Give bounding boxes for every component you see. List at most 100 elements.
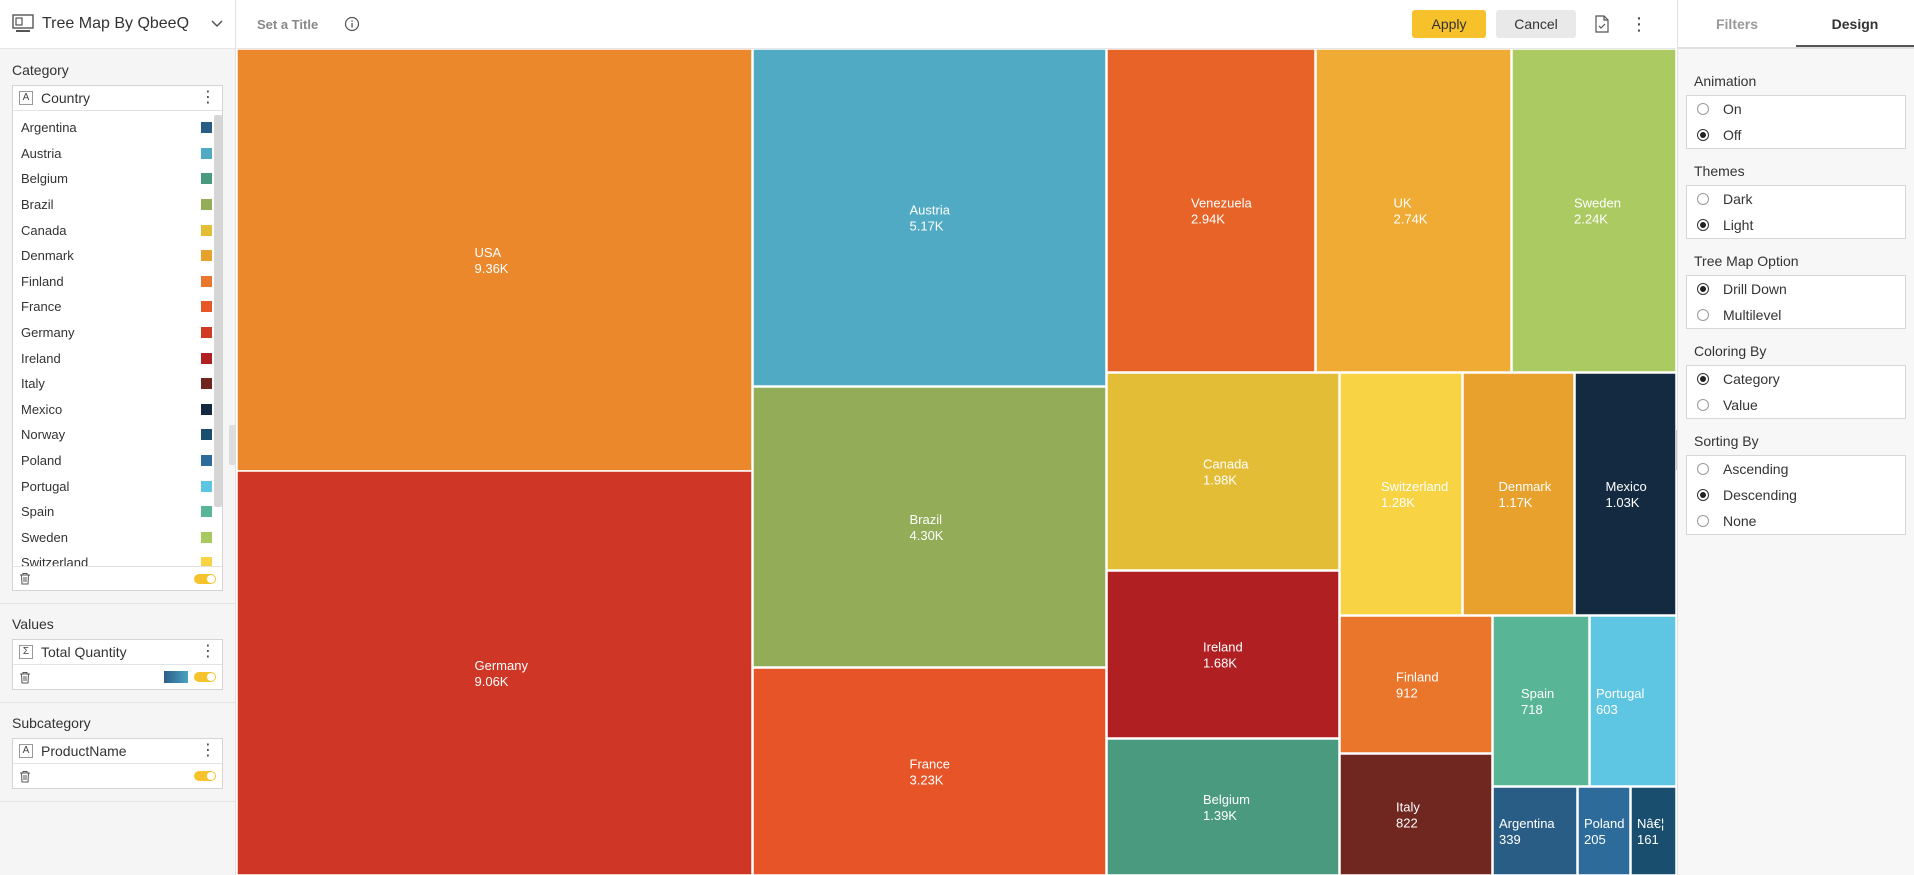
- treemap-tile-rect[interactable]: [1511, 49, 1676, 373]
- more-options-icon[interactable]: ⋮: [200, 643, 216, 660]
- category-list-item[interactable]: Mexico: [13, 397, 222, 423]
- more-options-icon[interactable]: ⋮: [200, 89, 216, 106]
- radio-unselected-icon[interactable]: [1697, 463, 1709, 475]
- color-swatch[interactable]: [201, 250, 212, 262]
- treemap-tile-rect[interactable]: [752, 386, 1107, 668]
- treemap-tile-rect[interactable]: [752, 667, 1107, 875]
- treemap-tile-rect[interactable]: [237, 470, 753, 875]
- values-toggle[interactable]: [194, 672, 216, 682]
- color-swatch[interactable]: [201, 122, 212, 134]
- category-list-item[interactable]: Norway: [13, 422, 222, 448]
- radio-option[interactable]: Light: [1687, 212, 1905, 238]
- treemap-tile-rect[interactable]: [1574, 372, 1676, 616]
- treemap-tile-rect[interactable]: [237, 49, 753, 472]
- info-icon[interactable]: [344, 16, 360, 32]
- color-swatch[interactable]: [201, 506, 212, 518]
- more-options-icon[interactable]: ⋮: [1630, 14, 1648, 34]
- radio-option[interactable]: Off: [1687, 122, 1905, 148]
- treemap-tile-rect[interactable]: [1339, 372, 1463, 616]
- radio-selected-icon[interactable]: [1697, 219, 1709, 231]
- subcategory-toggle[interactable]: [194, 771, 216, 781]
- category-list-item[interactable]: Italy: [13, 371, 222, 397]
- color-swatch[interactable]: [201, 455, 212, 467]
- radio-option[interactable]: On: [1687, 96, 1905, 122]
- color-swatch[interactable]: [201, 378, 212, 390]
- color-swatch[interactable]: [201, 352, 212, 364]
- treemap-tile-rect[interactable]: [1462, 372, 1575, 616]
- category-list-item[interactable]: Denmark: [13, 243, 222, 269]
- radio-option[interactable]: Descending: [1687, 482, 1905, 508]
- radio-option[interactable]: Multilevel: [1687, 302, 1905, 328]
- color-swatch[interactable]: [201, 429, 212, 441]
- subcategory-field-header[interactable]: A ProductName ⋮: [13, 739, 222, 764]
- chart-title-input[interactable]: Set a Title: [257, 16, 319, 32]
- category-list-item[interactable]: Canada: [13, 217, 222, 243]
- category-list-item[interactable]: Spain: [13, 499, 222, 525]
- color-swatch[interactable]: [201, 147, 212, 159]
- color-swatch[interactable]: [201, 557, 212, 566]
- color-swatch[interactable]: [201, 275, 212, 287]
- category-list-item[interactable]: Poland: [13, 448, 222, 474]
- chevron-down-icon[interactable]: [211, 20, 223, 28]
- category-list-item[interactable]: Belgium: [13, 166, 222, 192]
- color-gradient-swatch[interactable]: [164, 671, 188, 683]
- treemap-tile-rect[interactable]: [1315, 49, 1512, 373]
- radio-unselected-icon[interactable]: [1697, 103, 1709, 115]
- category-list-item[interactable]: France: [13, 294, 222, 320]
- trash-icon[interactable]: [19, 770, 31, 783]
- treemap-tile-rect[interactable]: [752, 49, 1107, 387]
- category-field-header[interactable]: A Country ⋮: [13, 86, 222, 111]
- list-scrollbar[interactable]: [214, 115, 222, 507]
- left-panel-collapse-handle[interactable]: [229, 425, 236, 465]
- category-list-item[interactable]: Brazil: [13, 192, 222, 218]
- treemap-tile-rect[interactable]: [1106, 49, 1316, 373]
- radio-option[interactable]: Value: [1687, 392, 1905, 418]
- radio-unselected-icon[interactable]: [1697, 193, 1709, 205]
- treemap-tile-rect[interactable]: [1577, 786, 1631, 875]
- radio-option[interactable]: Ascending: [1687, 456, 1905, 482]
- radio-unselected-icon[interactable]: [1697, 399, 1709, 411]
- radio-selected-icon[interactable]: [1697, 489, 1709, 501]
- cancel-button[interactable]: Cancel: [1496, 10, 1576, 38]
- color-swatch[interactable]: [201, 531, 212, 543]
- more-options-icon[interactable]: ⋮: [200, 742, 216, 759]
- category-list-item[interactable]: Germany: [13, 320, 222, 346]
- category-list-item[interactable]: Austria: [13, 141, 222, 167]
- radio-option[interactable]: Drill Down: [1687, 276, 1905, 302]
- treemap-tile-rect[interactable]: [1106, 372, 1340, 571]
- radio-option[interactable]: Category: [1687, 366, 1905, 392]
- trash-icon[interactable]: [19, 671, 31, 684]
- radio-selected-icon[interactable]: [1697, 373, 1709, 385]
- color-swatch[interactable]: [201, 480, 212, 492]
- treemap-tile-rect[interactable]: [1492, 615, 1590, 787]
- category-list-item[interactable]: Switzerland: [13, 550, 222, 566]
- category-toggle[interactable]: [194, 573, 216, 584]
- category-list-item[interactable]: Finland: [13, 269, 222, 295]
- treemap-tile-rect[interactable]: [1492, 786, 1578, 875]
- category-member-list[interactable]: Argentina Austria Belgium Brazil Canada Denma…: [13, 111, 222, 566]
- treemap-tile-rect[interactable]: [1339, 753, 1493, 875]
- widget-type-selector[interactable]: Tree Map By QbeeQ: [0, 0, 235, 49]
- treemap-tile-rect[interactable]: [1339, 615, 1493, 754]
- trash-icon[interactable]: [19, 572, 31, 585]
- radio-selected-icon[interactable]: [1697, 283, 1709, 295]
- radio-unselected-icon[interactable]: [1697, 515, 1709, 527]
- category-list-item[interactable]: Argentina: [13, 115, 222, 141]
- color-swatch[interactable]: [201, 403, 212, 415]
